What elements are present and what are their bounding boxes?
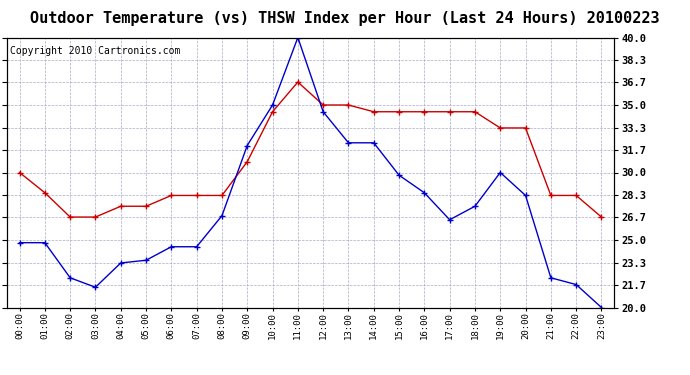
Text: Outdoor Temperature (vs) THSW Index per Hour (Last 24 Hours) 20100223: Outdoor Temperature (vs) THSW Index per … [30,11,660,26]
Text: Copyright 2010 Cartronics.com: Copyright 2010 Cartronics.com [10,46,180,56]
